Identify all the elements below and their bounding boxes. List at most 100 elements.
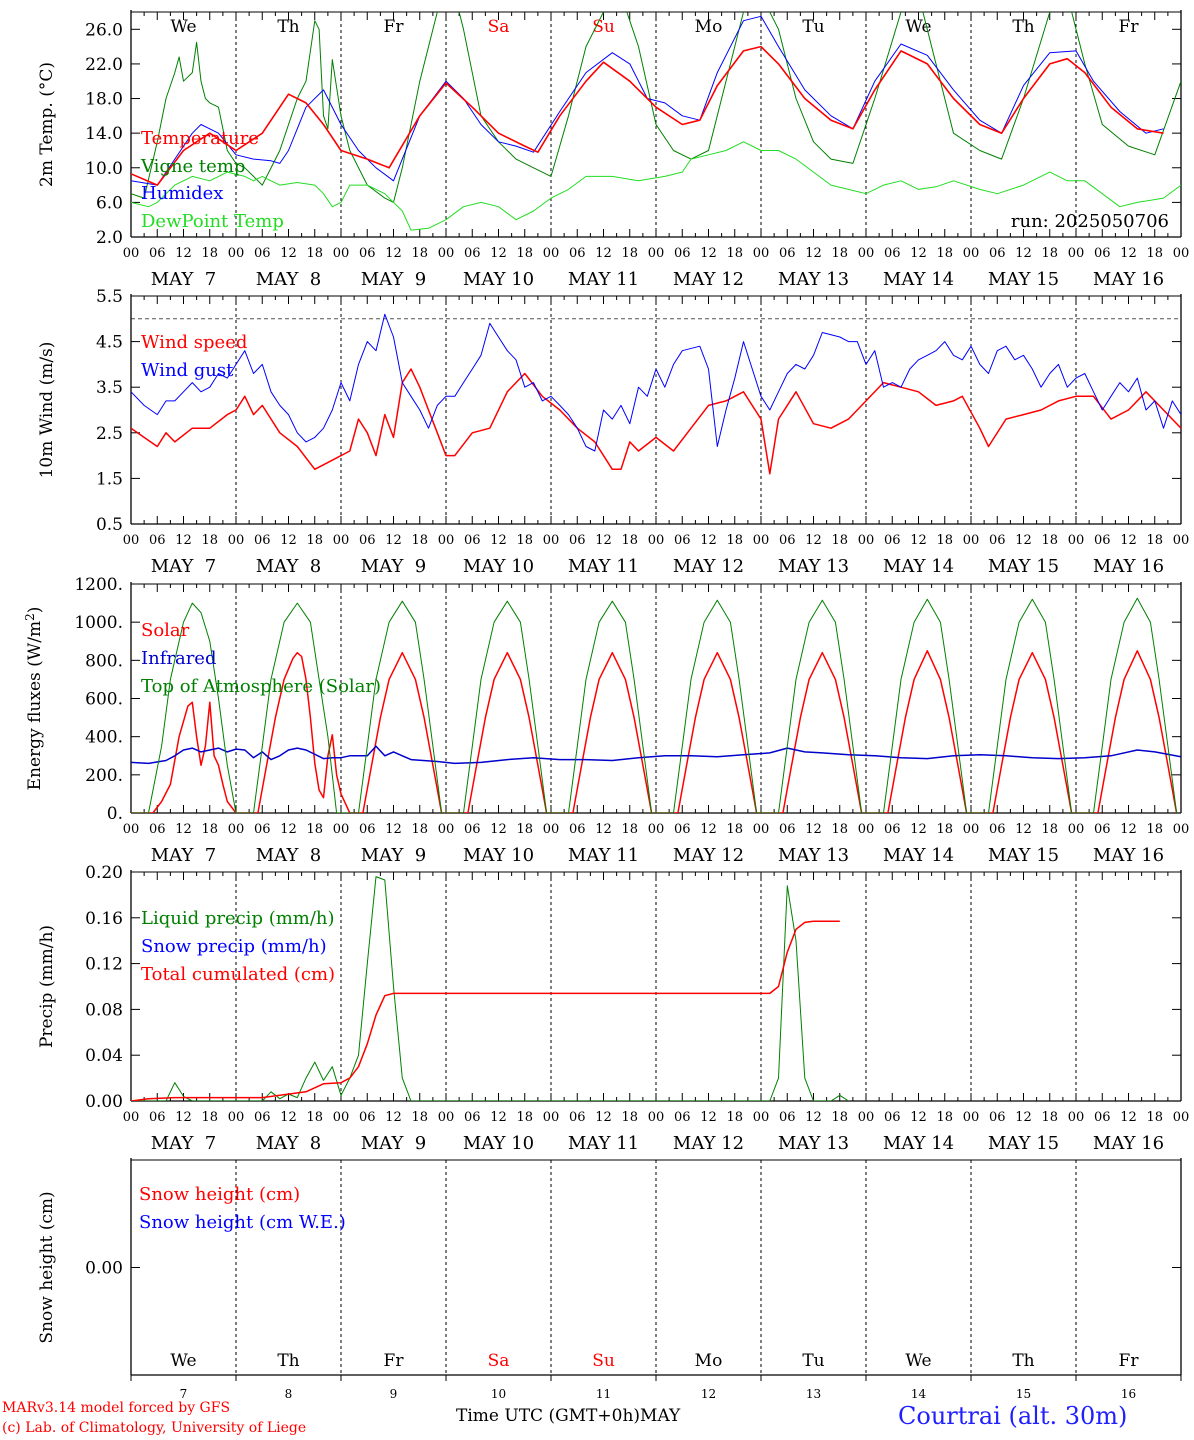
legend-entry: Wind speed xyxy=(141,332,247,353)
hour-tick-label: 06 xyxy=(1094,1110,1111,1125)
date-label: MAY 16 xyxy=(1093,1133,1164,1154)
weekday-label: Mo xyxy=(695,1351,723,1371)
y-axis-title: 2m Temp. (°C) xyxy=(37,62,57,187)
hour-tick-label: 06 xyxy=(359,1110,376,1125)
weekday-label: Fr xyxy=(1119,1351,1140,1371)
hour-tick-label: 06 xyxy=(884,246,901,261)
hour-tick-label: 18 xyxy=(306,533,323,548)
hour-tick-label: 06 xyxy=(464,246,481,261)
hour-tick-label: 12 xyxy=(910,1110,927,1125)
panel-2: 00 06 12 18 MAY 7 00 06 12 18 MAY 8 00 06 12 18 MAY 9 0… xyxy=(37,287,1189,577)
series-line-temperature xyxy=(131,45,1164,186)
hour-tick-label: 18 xyxy=(516,246,533,261)
hour-tick-label: 06 xyxy=(149,822,166,837)
y-tick-label: 5.5 xyxy=(96,287,123,307)
date-label: MAY 8 xyxy=(256,1133,321,1154)
hour-tick-label: 00 xyxy=(963,822,980,837)
hour-tick-label: 06 xyxy=(359,822,376,837)
hour-tick-label: 06 xyxy=(674,822,691,837)
day-number-label: 15 xyxy=(1016,1387,1031,1401)
date-label: MAY 13 xyxy=(778,269,849,290)
hour-tick-label: 18 xyxy=(726,1110,743,1125)
hour-tick-label: 00 xyxy=(123,1110,140,1125)
day-number-label: 9 xyxy=(390,1387,398,1401)
weekday-label: We xyxy=(170,17,196,37)
hour-tick-label: 00 xyxy=(228,533,245,548)
hour-tick-label: 12 xyxy=(595,533,612,548)
hour-tick-label: 18 xyxy=(411,822,428,837)
y-tick-label: 10.0 xyxy=(85,159,123,179)
hour-tick-label: 18 xyxy=(306,246,323,261)
hour-tick-label: 18 xyxy=(201,1110,218,1125)
day-number-label: 10 xyxy=(491,1387,506,1401)
panel-1: 00 06 12 18 MAY 7 00 06 12 18 MAY 8 00 06 12 18 MAY 9 0… xyxy=(37,10,1189,290)
hour-tick-label: 06 xyxy=(1094,533,1111,548)
hour-tick-label: 06 xyxy=(464,1110,481,1125)
hour-tick-label: 12 xyxy=(280,246,297,261)
hour-tick-label: 18 xyxy=(201,822,218,837)
model-credit: MARv3.14 model forced by GFS xyxy=(2,1400,231,1416)
date-label: MAY 10 xyxy=(463,845,534,866)
y-tick-label: 200. xyxy=(85,766,123,786)
hour-tick-label: 18 xyxy=(1146,246,1163,261)
y-axis-title: Snow height (cm) xyxy=(37,1191,57,1343)
date-label: MAY 15 xyxy=(988,845,1059,866)
hour-tick-label: 18 xyxy=(621,533,638,548)
hour-tick-label: 06 xyxy=(254,822,271,837)
hour-tick-label: 12 xyxy=(1120,246,1137,261)
hour-tick-label: 12 xyxy=(1015,1110,1032,1125)
y-tick-label: 800. xyxy=(85,651,123,671)
weekday-label: Th xyxy=(1012,17,1034,37)
day-number-label: 14 xyxy=(911,1387,927,1401)
weekday-label: We xyxy=(905,1351,931,1371)
date-label: MAY 8 xyxy=(256,845,321,866)
hour-tick-label: 18 xyxy=(201,533,218,548)
legend-entry: Liquid precip (mm/h) xyxy=(141,908,335,929)
series-line-infrared xyxy=(131,745,1181,765)
hour-tick-label: 06 xyxy=(989,246,1006,261)
y-axis-title: 10m Wind (m/s) xyxy=(37,342,57,479)
hour-tick-label: 06 xyxy=(569,1110,586,1125)
hour-tick-label: 12 xyxy=(1120,822,1137,837)
y-tick-label: 18.0 xyxy=(85,90,123,110)
hour-tick-label: 12 xyxy=(490,822,507,837)
date-label: MAY 7 xyxy=(151,845,216,866)
y-tick-label: 1000. xyxy=(74,613,123,633)
hour-tick-label: 00 xyxy=(1068,246,1085,261)
hour-tick-label: 18 xyxy=(516,533,533,548)
y-tick-label: 22.0 xyxy=(85,55,123,75)
hour-tick-label: 06 xyxy=(884,533,901,548)
hour-tick-label: 00 xyxy=(963,533,980,548)
y-tick-label: 0.00 xyxy=(85,1092,123,1112)
hour-tick-label: 06 xyxy=(1094,822,1111,837)
date-label: MAY 9 xyxy=(361,1133,426,1154)
date-label: MAY 10 xyxy=(463,1133,534,1154)
hour-tick-label: 00 xyxy=(858,822,875,837)
hour-tick-label: 12 xyxy=(385,246,402,261)
legend-entry: Snow precip (mm/h) xyxy=(141,936,327,957)
lab-credit: (c) Lab. of Climatology, University of L… xyxy=(2,1420,307,1436)
y-tick-label: 6.0 xyxy=(96,193,123,213)
panel-3: 00 06 12 18 MAY 7 00 06 12 18 MAY 8 00 06 12 18 MAY 9 0… xyxy=(23,575,1189,866)
hour-tick-label: 06 xyxy=(884,822,901,837)
hour-tick-label: 18 xyxy=(726,533,743,548)
hour-tick-label: 00 xyxy=(543,533,560,548)
date-label: MAY 10 xyxy=(463,556,534,577)
hour-tick-label: 12 xyxy=(805,246,822,261)
y-tick-label: 4.5 xyxy=(96,333,123,353)
legend-entry: Snow height (cm W.E.) xyxy=(139,1212,346,1233)
day-number-label: 8 xyxy=(285,1387,293,1401)
hour-tick-label: 00 xyxy=(1068,822,1085,837)
hour-tick-label: 12 xyxy=(805,1110,822,1125)
date-label: MAY 16 xyxy=(1093,845,1164,866)
hour-tick-label: 00 xyxy=(438,246,455,261)
weekday-label: Su xyxy=(592,17,615,37)
date-label: MAY 15 xyxy=(988,269,1059,290)
date-label: MAY 9 xyxy=(361,845,426,866)
date-label: MAY 14 xyxy=(883,845,954,866)
hour-tick-label: 12 xyxy=(910,822,927,837)
series-line-solar xyxy=(131,650,1178,813)
hour-tick-label: 00 xyxy=(228,822,245,837)
panel-4: 00 06 12 18 MAY 7 00 06 12 18 MAY 8 00 06 12 18 MAY 9 0… xyxy=(37,863,1189,1154)
date-label: MAY 9 xyxy=(361,269,426,290)
